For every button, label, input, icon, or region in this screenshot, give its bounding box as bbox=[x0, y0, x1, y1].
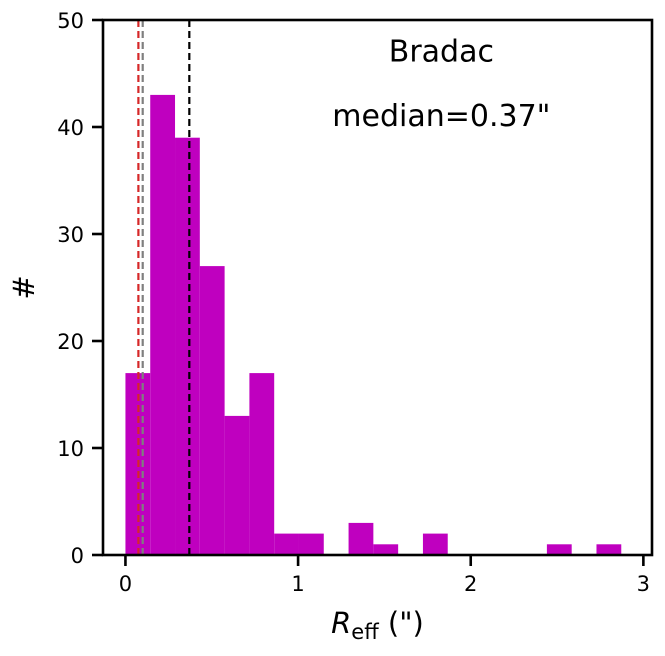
y-tick-label: 10 bbox=[57, 437, 84, 461]
x-tick-label: 1 bbox=[291, 572, 304, 596]
x-axis-title-subscript: eff bbox=[351, 620, 379, 644]
plot-frame bbox=[101, 18, 654, 557]
histogram-bar bbox=[596, 544, 622, 555]
y-tick-label: 0 bbox=[71, 544, 84, 568]
histogram-bars bbox=[125, 94, 622, 556]
annotation-median: median=0.37" bbox=[332, 99, 550, 134]
x-axis-title: Reff (") bbox=[331, 606, 424, 644]
x-axis-title-symbol: R bbox=[331, 606, 351, 640]
histogram-bar bbox=[348, 522, 374, 555]
y-tick-label: 50 bbox=[57, 9, 84, 33]
annotation-source: Bradac bbox=[389, 35, 494, 70]
x-axis-title-unit: (") bbox=[379, 606, 424, 640]
histogram-bar bbox=[175, 137, 200, 555]
y-tick-label: 20 bbox=[57, 330, 84, 354]
histogram-bar bbox=[274, 533, 299, 555]
x-tick-label: 3 bbox=[637, 572, 650, 596]
histogram-bar bbox=[546, 544, 572, 555]
histogram-bar bbox=[422, 533, 448, 555]
histogram-bar bbox=[373, 544, 399, 555]
histogram-bar bbox=[199, 266, 225, 555]
y-tick-label: 40 bbox=[57, 116, 84, 140]
histogram-bar bbox=[150, 94, 176, 556]
x-tick-label: 2 bbox=[464, 572, 477, 596]
histogram-bar bbox=[224, 415, 250, 555]
x-tick-label: 0 bbox=[119, 572, 132, 596]
histogram-bar bbox=[249, 373, 275, 555]
reference-lines bbox=[137, 20, 191, 555]
y-tick-label: 30 bbox=[57, 223, 84, 247]
y-axis-title: # bbox=[7, 275, 41, 299]
histogram-bar bbox=[298, 533, 324, 555]
